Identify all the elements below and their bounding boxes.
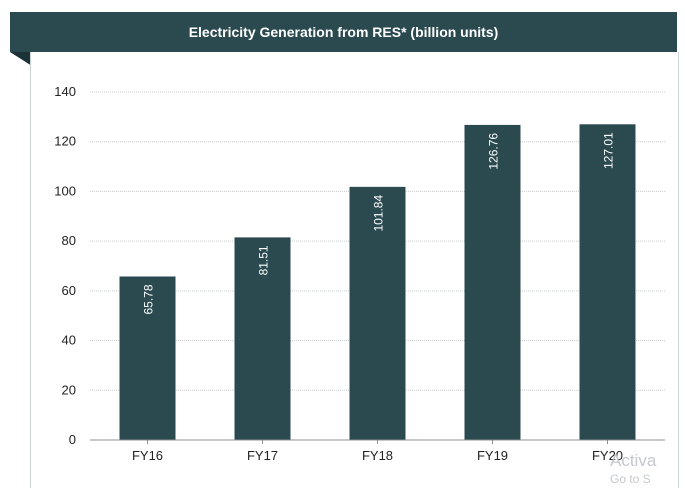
- y-tick-label: 80: [62, 233, 76, 248]
- y-tick-label: 20: [62, 382, 76, 397]
- x-tick-label: FY16: [132, 448, 163, 463]
- bar-fy17: [234, 237, 291, 440]
- x-tick-label: FY19: [477, 448, 508, 463]
- bar-value-label: 127.01: [602, 132, 616, 169]
- y-tick-label: 0: [69, 432, 76, 447]
- watermark-line-2: Go to S: [610, 472, 651, 486]
- watermark-line-1: Activa: [610, 451, 657, 470]
- x-tick-label: FY18: [362, 448, 393, 463]
- y-tick-label: 40: [62, 333, 76, 348]
- x-tick-label: FY20: [592, 448, 623, 463]
- y-tick-label: 120: [54, 134, 76, 149]
- y-tick-label: 100: [54, 183, 76, 198]
- bar-value-label: 126.76: [487, 133, 501, 170]
- axes: 0 20 40 60 80 100 120 140 FY16 FY17 FY18 FY19 FY20: [54, 84, 665, 463]
- activation-watermark: Activa Go to S: [610, 452, 656, 488]
- bar-value-label: 101.84: [372, 195, 386, 232]
- chart-title-banner: Electricity Generation from RES* (billio…: [10, 12, 677, 52]
- bar-fy20: [579, 124, 636, 440]
- bar-fy18: [349, 186, 406, 440]
- y-tick-label: 140: [54, 84, 76, 99]
- bar-fy19: [464, 124, 521, 440]
- bars: 65.78 81.51 101.84 126.76 127.01: [119, 124, 636, 440]
- bar-value-label: 81.51: [257, 245, 271, 275]
- x-tick-label: FY17: [247, 448, 278, 463]
- banner-fold-decoration: [10, 52, 32, 66]
- chart-title: Electricity Generation from RES* (billio…: [188, 24, 499, 40]
- bar-value-label: 65.78: [142, 284, 156, 314]
- y-tick-label: 60: [62, 283, 76, 298]
- bar-fy16: [119, 276, 176, 440]
